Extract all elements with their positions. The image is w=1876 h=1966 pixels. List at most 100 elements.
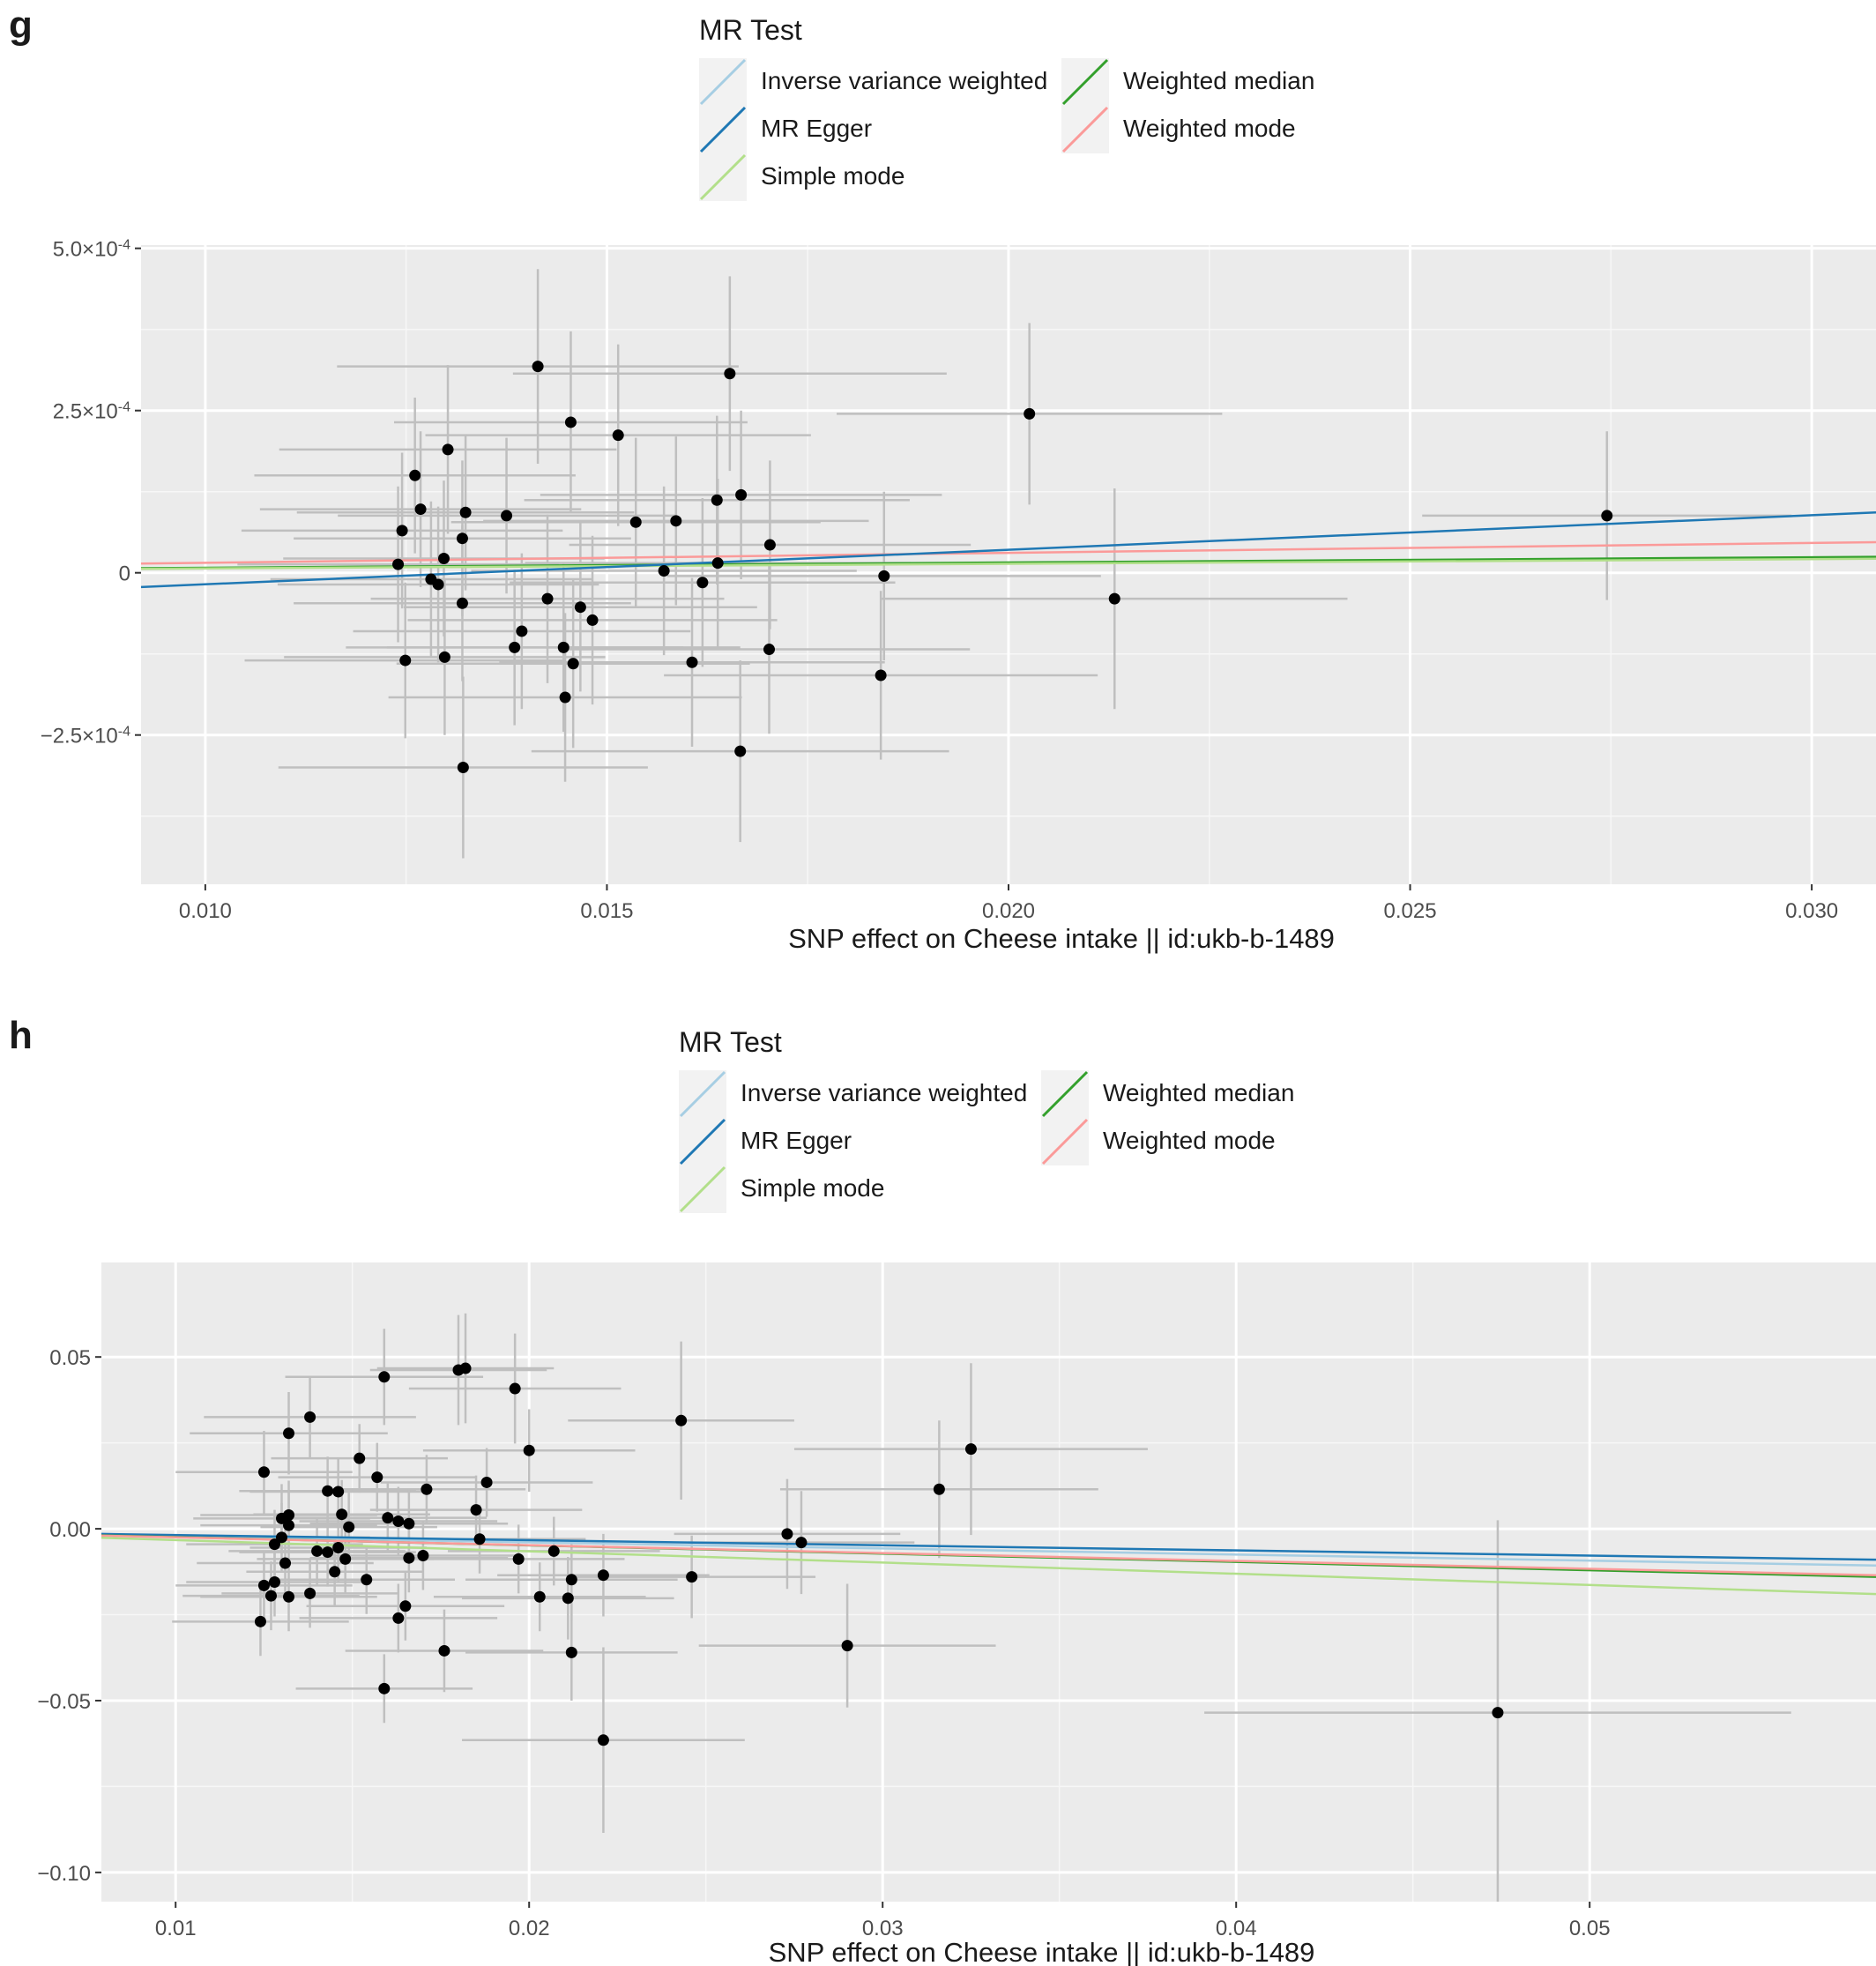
legend-title: MR Test [699,14,802,46]
snp-point [878,570,890,582]
snp-point [322,1546,334,1559]
legend-key [1061,106,1109,153]
snp-point [686,656,698,668]
snp-point [696,577,709,589]
snp-point [409,469,421,481]
snp-point [304,1587,316,1599]
snp-point [279,1557,292,1569]
y-tick-label: −0.10 [37,1862,91,1886]
legend-swatch [679,1118,726,1165]
x-tick-label: 0.03 [862,1917,904,1940]
snp-point [795,1537,808,1549]
legend-swatch [1041,1118,1089,1165]
snp-point [1601,510,1613,522]
snp-point [257,1579,270,1591]
mr-line [141,557,1876,570]
figure-panel-g: g MR Test Inverse variance weighted MR E… [0,0,1876,961]
mr-line [101,1532,1876,1561]
legend-key [1061,58,1109,106]
snp-point [354,1452,366,1464]
legend-swatch [699,58,747,106]
snp-point [1108,592,1120,605]
snp-point [565,1574,577,1586]
snp-point [396,525,408,537]
snp-point [329,1566,341,1578]
snp-point [533,1590,546,1603]
legend-label: Weighted median [1103,1079,1295,1106]
snp-point [399,654,412,667]
x-tick-label: 0.025 [1384,899,1437,923]
x-tick-label: 0.05 [1569,1917,1611,1940]
snp-point [311,1545,324,1557]
snp-point [264,1590,277,1602]
x-tick-label: 0.01 [155,1917,197,1940]
legend-label: Simple mode [741,1174,885,1202]
snp-point [509,641,521,653]
snp-point [1492,1707,1504,1719]
legend-swatch [699,106,747,153]
legend-key [699,153,747,201]
snp-point [361,1574,373,1586]
snp-point [586,614,599,626]
snp-point [516,625,528,637]
snp-point [597,1569,609,1582]
snp-point [268,1538,280,1551]
snp-point [512,1553,525,1565]
mr-line [101,1534,1876,1576]
y-tick-label: −2.5×10-4 [41,724,130,748]
snp-point [457,762,469,774]
x-axis-label: SNP effect on Cheese intake || id:ukb-b-… [769,1937,1315,1966]
snp-point [399,1600,412,1612]
snp-point [322,1485,334,1497]
y-tick-label: 0.05 [49,1346,91,1370]
snp-point [392,1515,405,1528]
legend-key [1041,1070,1089,1118]
snp-point [574,601,586,614]
legend-label: Inverse variance weighted [741,1079,1028,1106]
snp-point [332,1486,345,1498]
legend-key [699,58,747,106]
y-tick-label: 0 [119,562,130,586]
legend-key [699,106,747,153]
snp-point [276,1531,288,1544]
snp-point [283,1427,295,1440]
snp-point [343,1521,355,1533]
snp-point [612,429,624,442]
snp-point [686,1571,698,1583]
snp-point [532,361,544,373]
snp-point [734,745,747,757]
snp-point [670,515,682,527]
snp-point [735,488,748,501]
snp-point [711,557,724,570]
snp-point [378,1371,391,1383]
legend-key [679,1165,726,1213]
legend-swatch [1061,106,1109,153]
snp-point [629,516,642,528]
legend-label: Weighted median [1123,67,1315,94]
x-tick-label: 0.02 [509,1917,550,1940]
snp-point [658,564,670,577]
snp-point [841,1640,853,1652]
y-tick-label: 0.00 [49,1518,91,1542]
legend-label: MR Egger [761,115,873,142]
figure-panel-h: h MR Test Inverse variance weighted MR E… [0,1014,1876,1966]
snp-point [392,1612,405,1624]
snp-point [597,1734,609,1746]
x-tick-label: 0.015 [580,899,633,923]
snp-point [403,1517,415,1530]
x-tick-label: 0.010 [179,899,232,923]
mr-line [101,1536,1876,1596]
snp-point [304,1411,316,1423]
legend-title: MR Test [679,1026,782,1058]
snp-point [675,1414,688,1426]
snp-point [438,651,450,663]
snp-point [547,1545,560,1557]
legend-swatch [679,1165,726,1213]
x-axis-label: SNP effect on Cheese intake || id:ukb-b-… [788,923,1335,954]
snp-point [559,691,571,704]
snp-point [456,597,468,609]
x-tick-label: 0.020 [982,899,1035,923]
panel-label: g [9,4,33,47]
snp-point [557,641,570,653]
snp-point [781,1528,793,1540]
